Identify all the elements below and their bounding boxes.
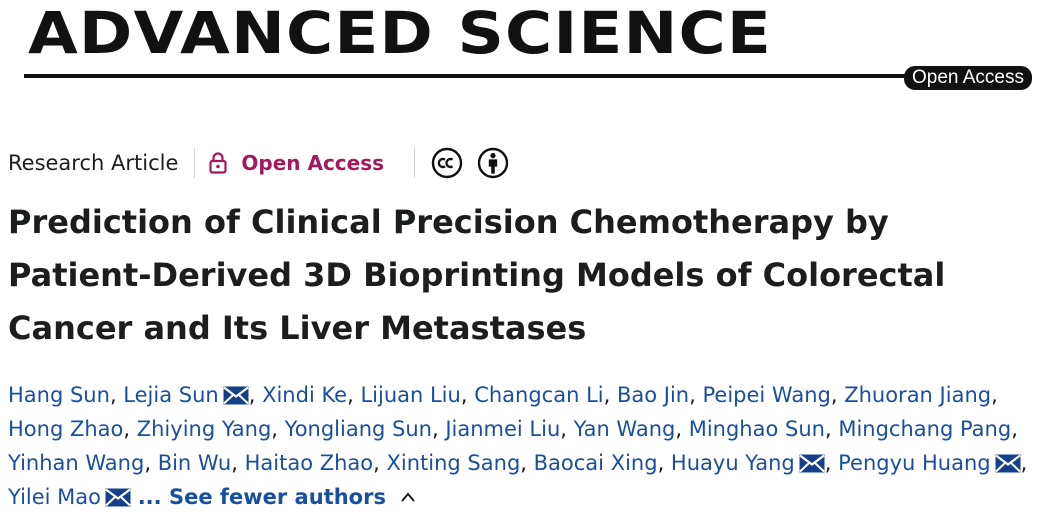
author-link[interactable]: Yan Wang xyxy=(573,417,676,441)
author-separator: , xyxy=(347,383,361,407)
see-fewer-authors-label: ... See fewer authors xyxy=(137,485,386,509)
author-separator: , xyxy=(460,383,475,407)
envelope-icon[interactable] xyxy=(994,454,1021,473)
author-separator: , xyxy=(830,383,845,407)
author-link[interactable]: Huayu Yang xyxy=(670,451,795,475)
author-separator: , xyxy=(560,417,574,441)
author-link[interactable]: Jianmei Liu xyxy=(445,417,561,441)
author-link[interactable]: Changcan Li xyxy=(474,383,604,407)
author-separator: , xyxy=(689,383,703,407)
author-separator: , xyxy=(675,417,689,441)
author-separator: , xyxy=(373,451,387,475)
article-title: Prediction of Clinical Precision Chemoth… xyxy=(8,203,946,347)
author-separator: , xyxy=(248,383,263,407)
author-separator: , xyxy=(657,451,671,475)
author-link[interactable]: Xindi Ke xyxy=(262,383,348,407)
attribution-icon[interactable] xyxy=(477,147,509,179)
author-link[interactable]: Pengyu Huang xyxy=(838,451,991,475)
author-separator: , xyxy=(109,383,124,407)
author-link[interactable]: Haitao Zhao xyxy=(244,451,374,475)
author-link[interactable]: Lejia Sun xyxy=(123,383,219,407)
author-link[interactable]: Hang Sun xyxy=(8,383,110,407)
author-link[interactable]: Lijuan Liu xyxy=(360,383,461,407)
author-separator: , xyxy=(144,451,158,475)
author-separator: , xyxy=(231,451,245,475)
open-access-link[interactable]: Open Access xyxy=(209,151,384,175)
journal-logo[interactable]: ADVANCED SCIENCE xyxy=(28,0,772,67)
chevron-up-icon xyxy=(401,492,415,502)
envelope-icon[interactable] xyxy=(799,454,825,473)
envelope-icon[interactable] xyxy=(223,386,249,405)
author-separator: , xyxy=(520,451,534,475)
author-separator: , xyxy=(991,383,998,407)
author-link[interactable]: Mingchang Pang xyxy=(838,417,1012,441)
author-separator: , xyxy=(431,417,446,441)
author-link[interactable]: Yinhan Wang xyxy=(8,451,145,475)
author-separator: , xyxy=(271,417,285,441)
author-link[interactable]: Bin Wu xyxy=(157,451,232,475)
author-link[interactable]: Zhuoran Jiang xyxy=(844,383,992,407)
author-separator: , xyxy=(1020,451,1028,475)
author-separator: , xyxy=(1011,417,1018,441)
author-separator: , xyxy=(123,417,137,441)
article-meta-row: Research Article Open Access xyxy=(8,146,523,180)
author-separator: , xyxy=(824,417,839,441)
lock-icon xyxy=(209,152,227,174)
author-link[interactable]: Yongliang Sun xyxy=(284,417,432,441)
open-access-label: Open Access xyxy=(241,151,385,175)
author-list: Hang Sun, Lejia Sun, Xindi Ke, Lijuan Li… xyxy=(8,378,1042,514)
author-link[interactable]: Peipei Wang xyxy=(702,383,831,407)
see-fewer-authors-button[interactable]: ... See fewer authors xyxy=(138,485,416,509)
author-link[interactable]: Yilei Mao xyxy=(8,485,102,509)
creative-commons-icon[interactable] xyxy=(431,147,463,179)
author-link[interactable]: Hong Zhao xyxy=(8,417,124,441)
journal-masthead: ADVANCED SCIENCE Open Access xyxy=(24,0,1036,100)
meta-divider xyxy=(194,148,196,178)
author-link[interactable]: Xinting Sang xyxy=(386,451,521,475)
author-link[interactable]: Minghao Sun xyxy=(688,417,825,441)
author-link[interactable]: Baocai Xing xyxy=(533,451,658,475)
author-separator: , xyxy=(824,451,839,475)
author-link[interactable]: Bao Jin xyxy=(616,383,690,407)
open-access-badge: Open Access xyxy=(904,66,1032,90)
author-separator xyxy=(131,485,138,509)
envelope-icon[interactable] xyxy=(105,488,131,507)
author-separator: , xyxy=(603,383,617,407)
author-link[interactable]: Zhiying Yang xyxy=(136,417,272,441)
article-type-label: Research Article xyxy=(8,151,179,175)
meta-divider xyxy=(414,148,416,178)
masthead-divider xyxy=(24,74,916,78)
